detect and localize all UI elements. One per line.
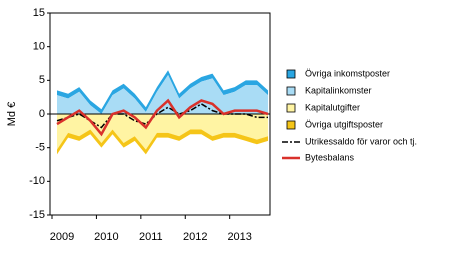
y-tick-label: -10 bbox=[29, 175, 45, 187]
x-tick-label: 2013 bbox=[227, 231, 251, 243]
x-tick-label: 2012 bbox=[183, 231, 207, 243]
legend-label: Utrikessaldo för varor och tj. bbox=[305, 136, 417, 146]
legend-label: Övriga inkomstposter bbox=[305, 68, 390, 78]
x-tick-label: 2011 bbox=[139, 231, 163, 243]
y-tick-label: 5 bbox=[39, 74, 45, 86]
y-tick-label: 0 bbox=[39, 108, 45, 120]
area bbox=[57, 114, 268, 150]
x-tick-label: 2010 bbox=[94, 231, 118, 243]
area bbox=[57, 74, 268, 114]
y-axis-label: Md € bbox=[6, 102, 18, 126]
legend-swatch bbox=[286, 103, 296, 113]
legend-label: Kapitalutgifter bbox=[305, 102, 360, 112]
legend-swatch bbox=[286, 69, 296, 79]
legend-label: Bytesbalans bbox=[305, 152, 355, 162]
y-tick-label: -5 bbox=[35, 142, 45, 154]
line bbox=[56, 98, 269, 137]
y-tick-label: 15 bbox=[33, 7, 45, 19]
legend-swatch bbox=[286, 120, 296, 130]
y-tick-label: 10 bbox=[33, 41, 45, 53]
legend-label: Kapitalinkomster bbox=[305, 85, 372, 95]
legend-label: Övriga utgiftsposter bbox=[305, 119, 383, 129]
y-tick-label: -15 bbox=[29, 209, 45, 221]
x-tick-label: 2009 bbox=[50, 231, 74, 243]
legend-swatch bbox=[286, 86, 296, 96]
area bbox=[57, 129, 268, 155]
area bbox=[57, 70, 268, 114]
